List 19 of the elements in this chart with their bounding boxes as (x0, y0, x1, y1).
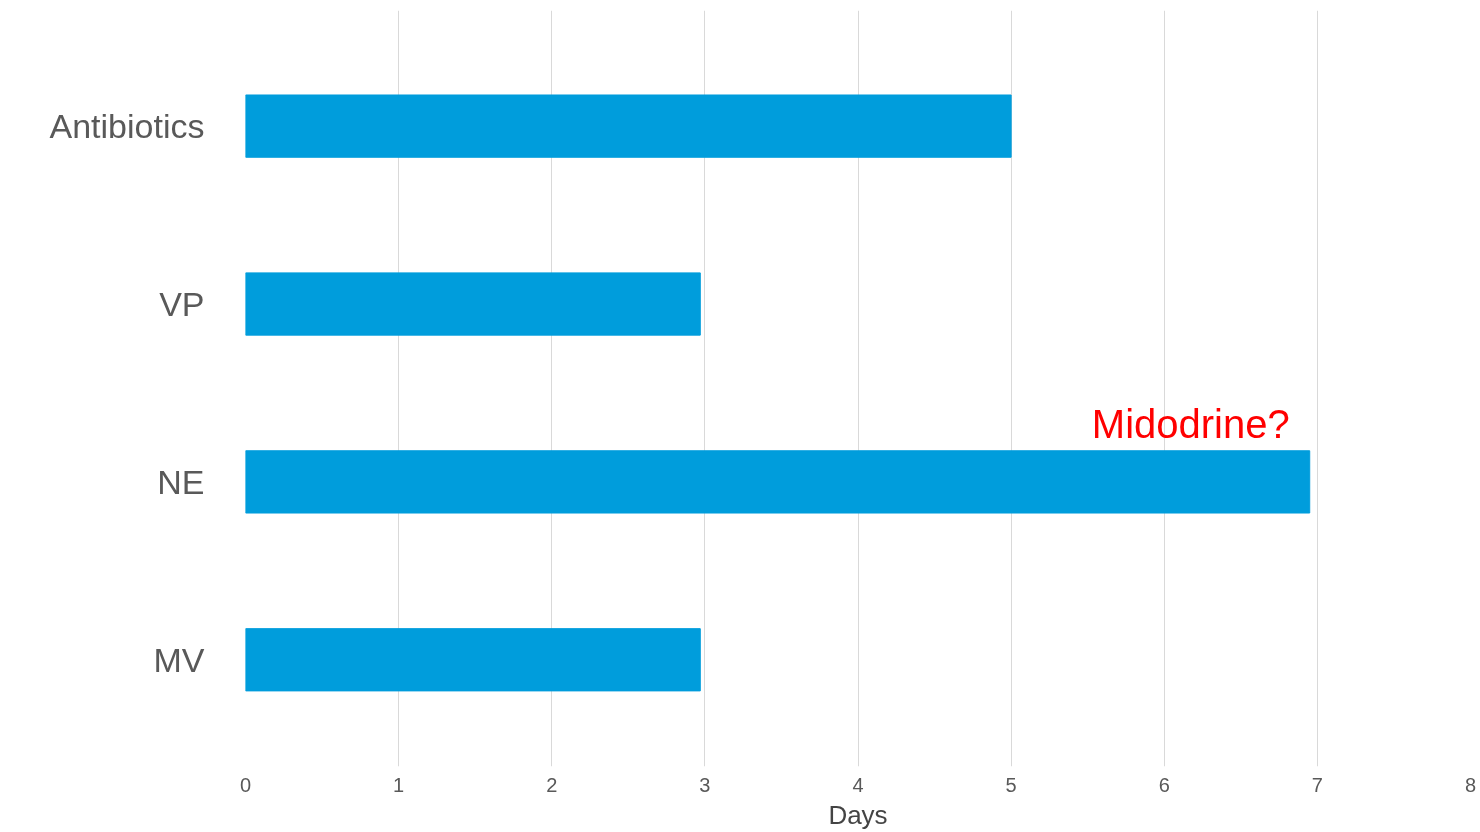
x-tick-label: 0 (239, 773, 252, 796)
bar (245, 628, 701, 692)
x-tick-label: 7 (1311, 773, 1323, 796)
y-tick-label: Antibiotics (49, 107, 205, 146)
y-tick-label: MV (153, 640, 205, 679)
x-tick-label: 6 (1158, 773, 1170, 796)
y-tick-label: NE (157, 462, 205, 501)
x-tick-label: 8 (1464, 773, 1477, 796)
x-tick-label: 3 (699, 773, 711, 796)
annotation: Midodrine? (1091, 402, 1290, 447)
x-axis-title: Days (828, 799, 888, 830)
x-tick-label: 5 (1005, 773, 1017, 796)
x-tick-label: 4 (852, 773, 864, 796)
x-tick-label: 1 (393, 773, 405, 796)
bar (245, 94, 1012, 158)
bar (245, 450, 1311, 514)
y-tick-label: VP (159, 285, 205, 324)
x-tick-label: 2 (546, 773, 558, 796)
bar (245, 272, 701, 336)
